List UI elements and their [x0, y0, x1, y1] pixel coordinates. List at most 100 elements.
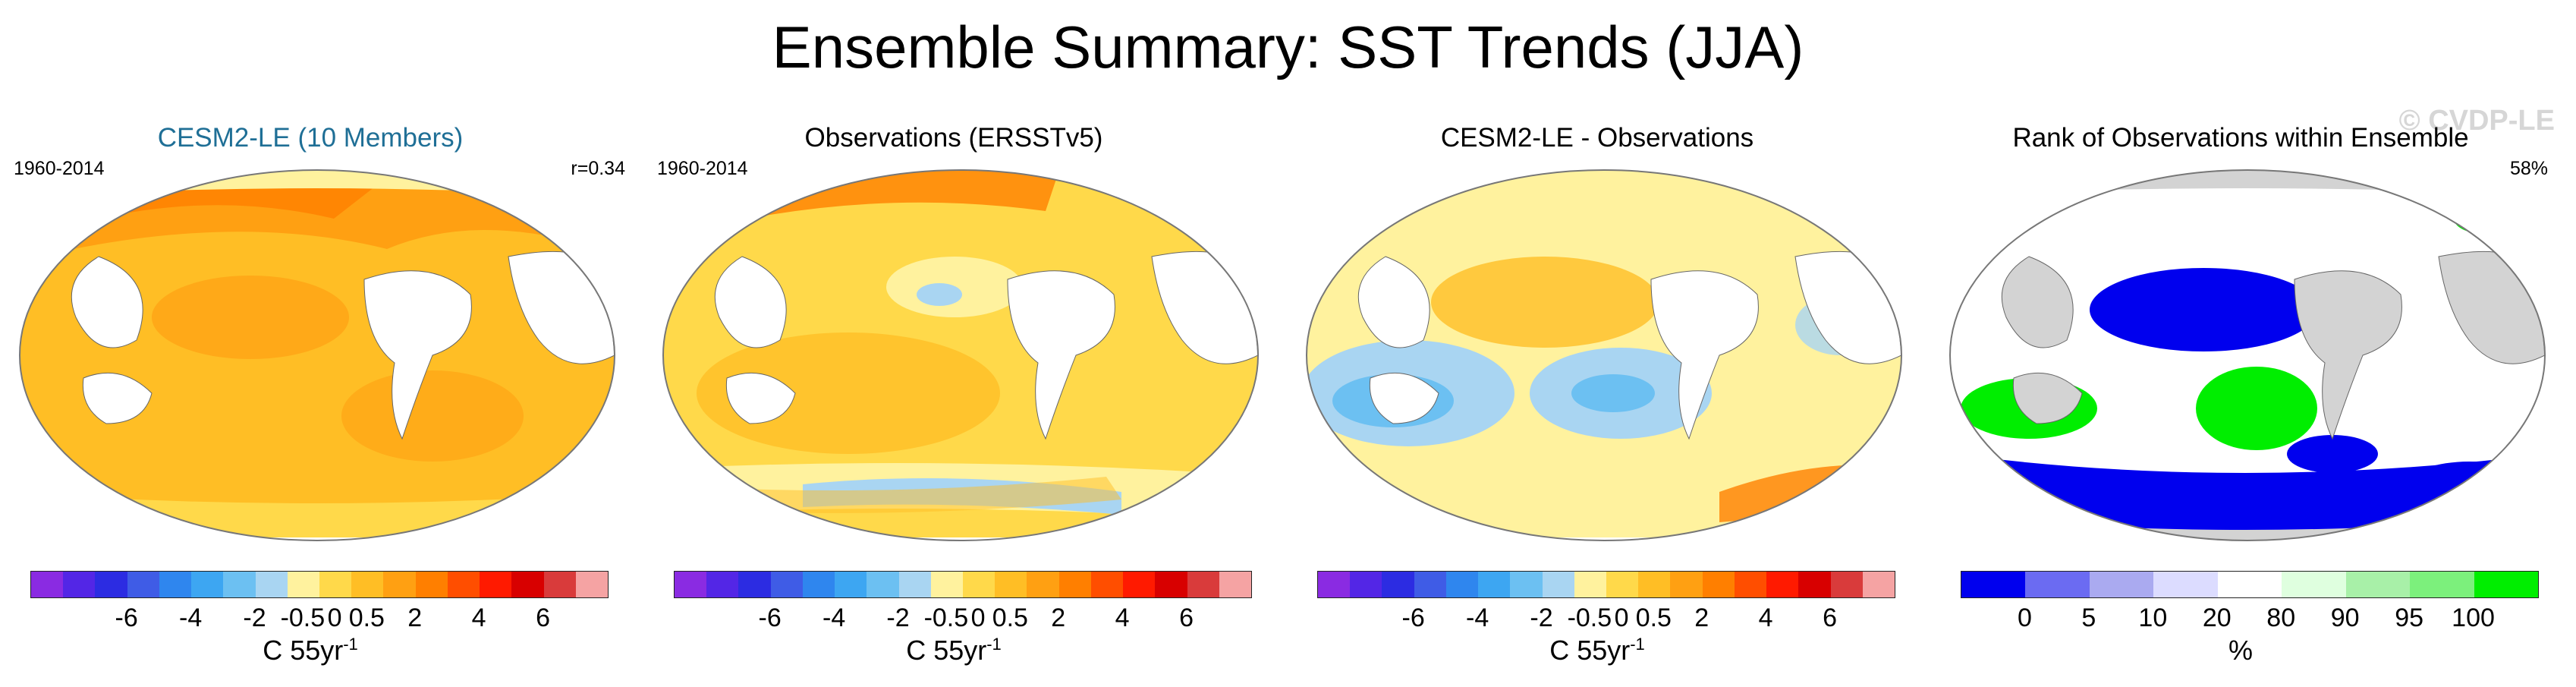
colorbar-swatch: [867, 572, 899, 597]
colorbar: [1961, 571, 2539, 598]
colorbar-swatch: [2025, 572, 2090, 597]
colorbar-tick-label: 0: [2017, 603, 2032, 632]
colorbar-swatch: [287, 572, 319, 597]
colorbar-swatch: [1155, 572, 1187, 597]
colorbar-swatch: [1574, 572, 1606, 597]
colorbar: [1317, 571, 1895, 598]
colorbar-swatch: [159, 572, 192, 597]
panel-observations: Observations (ERSSTv5) 1960-2014 -6 -4 -2-…: [643, 121, 1264, 687]
map-difference: [1306, 169, 1902, 541]
colorbar-ticks: 0 5 10 20 80 90 95 100: [1961, 603, 2537, 636]
colorbar-swatch: [1670, 572, 1703, 597]
colorbar-tick-label: 0: [970, 603, 986, 632]
map-rank: [1949, 169, 2546, 541]
colorbar-ticks: -6 -4 -2 -0.5 0 0.5 2 4 6: [1317, 603, 1894, 636]
colorbar-tick-label: 95: [2395, 603, 2424, 632]
colorbar-swatch: [2410, 572, 2474, 597]
colorbar-swatch: [995, 572, 1027, 597]
colorbar-units: %: [1930, 627, 2551, 668]
correlation-label: r=0.34: [571, 158, 625, 179]
colorbar-tick-label: 0.5: [1635, 603, 1672, 632]
colorbar-swatch: [1414, 572, 1446, 597]
colorbar-swatch: [802, 572, 835, 597]
colorbar-tick-label: 2: [1694, 603, 1709, 632]
percentage-label: 58%: [2509, 158, 2548, 179]
colorbar-swatch: [63, 572, 96, 597]
colorbar-units: C 55yr-1: [643, 627, 1264, 668]
panel-rank: Rank of Observations within Ensemble 58%…: [1930, 121, 2551, 687]
colorbar-swatch: [1123, 572, 1156, 597]
units-exponent: -1: [1630, 635, 1645, 654]
colorbar-swatch: [31, 572, 64, 597]
colorbar-swatch: [1318, 572, 1351, 597]
colorbar-tick-label: 0: [327, 603, 342, 632]
colorbar-swatch: [543, 572, 576, 597]
colorbar: [674, 571, 1252, 598]
colorbar-swatch: [1445, 572, 1479, 597]
colorbar-swatch: [319, 572, 352, 597]
colorbar-units: C 55yr-1: [0, 627, 621, 668]
colorbar-tick-label: 2: [1051, 603, 1066, 632]
colorbar-units: C 55yr-1: [1287, 627, 1908, 668]
colorbar: [30, 571, 609, 598]
colorbar-swatch: [1766, 572, 1799, 597]
colorbar-swatch: [2153, 572, 2218, 597]
panel-cesm2-le: CESM2-LE (10 Members) 1960-2014 r=0.34 -…: [0, 121, 625, 687]
units-text: C 55yr: [1549, 635, 1631, 666]
colorbar-tick-label: -2: [243, 603, 266, 632]
colorbar-swatch: [706, 572, 739, 597]
colorbar-tick-label: 4: [1758, 603, 1773, 632]
colorbar-swatch: [255, 572, 288, 597]
colorbar-tick-label: 90: [2330, 603, 2360, 632]
colorbar-swatch: [191, 572, 224, 597]
colorbar-swatch: [1090, 572, 1124, 597]
colorbar-swatch: [1862, 572, 1895, 597]
colorbar-tick-label: 10: [2138, 603, 2168, 632]
colorbar-swatch: [1702, 572, 1735, 597]
colorbar-swatch: [1638, 572, 1671, 597]
colorbar-swatch: [95, 572, 127, 597]
colorbar-tick-label: 5: [2081, 603, 2096, 632]
colorbar-swatch: [575, 572, 608, 597]
colorbar-tick-label: -6: [1401, 603, 1425, 632]
colorbar-tick-label: -0.5: [1567, 603, 1612, 632]
colorbar-swatch: [898, 572, 931, 597]
colorbar-swatch: [2089, 572, 2154, 597]
colorbar-swatch: [1382, 572, 1414, 597]
colorbar-tick-label: -2: [886, 603, 910, 632]
colorbar-swatch: [1798, 572, 1831, 597]
colorbar-swatch: [962, 572, 995, 597]
colorbar-swatch: [415, 572, 448, 597]
colorbar-swatch: [675, 572, 707, 597]
colorbar-tick-label: 6: [1823, 603, 1838, 632]
colorbar-tick-label: -0.5: [280, 603, 326, 632]
colorbar-swatch: [2282, 572, 2346, 597]
colorbar-swatch: [511, 572, 544, 597]
colorbar-ticks: -6 -4 -2 -0.5 0 0.5 2 4 6: [30, 603, 607, 636]
colorbar-swatch: [2217, 572, 2282, 597]
panel-difference: CESM2-LE - Observations -6 -4 -2 -0.5 0 0.5 2 4…: [1287, 121, 1908, 687]
colorbar-swatch: [1734, 572, 1767, 597]
colorbar-swatch: [1830, 572, 1863, 597]
units-exponent: -1: [986, 635, 1002, 654]
colorbar-swatch: [1027, 572, 1059, 597]
colorbar-swatch: [1187, 572, 1219, 597]
units-text: %: [2228, 635, 2253, 666]
colorbar-swatch: [1542, 572, 1574, 597]
colorbar-tick-label: 4: [1115, 603, 1130, 632]
panel-title: Observations (ERSSTv5): [804, 123, 1103, 153]
colorbar-swatch: [383, 572, 416, 597]
colorbar-tick-label: -4: [822, 603, 846, 632]
colorbar-swatch: [738, 572, 771, 597]
colorbar-swatch: [1058, 572, 1091, 597]
colorbar-swatch: [2474, 572, 2538, 597]
colorbar-swatch: [351, 572, 384, 597]
units-exponent: -1: [343, 635, 358, 654]
colorbar-tick-label: 100: [2452, 603, 2495, 632]
colorbar-ticks: -6 -4 -2 -0.5 0 0.5 2 4 6: [674, 603, 1250, 636]
colorbar-tick-label: -6: [758, 603, 782, 632]
colorbar-tick-label: 4: [471, 603, 486, 632]
colorbar-tick-label: 2: [407, 603, 423, 632]
colorbar-tick-label: 0.5: [348, 603, 385, 632]
colorbar-swatch: [127, 572, 159, 597]
